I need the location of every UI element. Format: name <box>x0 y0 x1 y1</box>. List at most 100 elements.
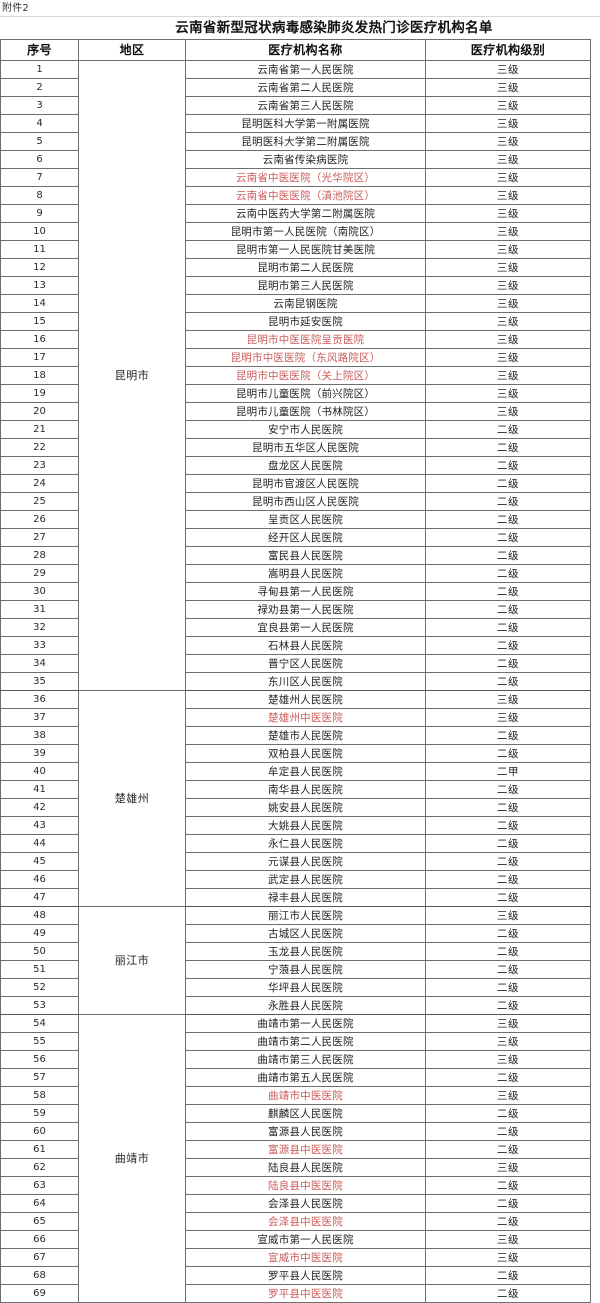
cell-region: 昆明市 <box>78 60 186 691</box>
cell-institution-name: 石林县人民医院 <box>185 636 426 655</box>
cell-institution-name: 昆明市第三人民医院 <box>185 276 426 295</box>
cell-institution-name: 昆明市中医医院（关上院区） <box>185 366 426 385</box>
cell-index: 7 <box>0 168 79 187</box>
cell-index: 32 <box>0 618 79 637</box>
cell-index: 9 <box>0 204 79 223</box>
table-row: 9 云南中医药大学第二附属医院 三级 <box>0 204 591 223</box>
cell-institution-level: 二级 <box>425 1122 591 1141</box>
cell-institution-name: 云南省传染病医院 <box>185 150 426 169</box>
cell-institution-name: 盘龙区人民医院 <box>185 456 426 475</box>
table-row: 20 昆明市儿童医院（书林院区） 三级 <box>0 402 591 421</box>
table-row: 34 晋宁区人民医院 二级 <box>0 654 591 673</box>
table-row: 24 昆明市官渡区人民医院 二级 <box>0 474 591 493</box>
cell-institution-name: 宣威市中医医院 <box>185 1248 426 1267</box>
cell-institution-name: 寻甸县第一人民医院 <box>185 582 426 601</box>
cell-institution-name: 会泽县人民医院 <box>185 1194 426 1213</box>
cell-index: 60 <box>0 1122 79 1141</box>
cell-institution-level: 二级 <box>425 582 591 601</box>
cell-institution-level: 二级 <box>425 1176 591 1195</box>
cell-index: 35 <box>0 672 79 691</box>
table-row: 29 嵩明县人民医院 二级 <box>0 564 591 583</box>
title-row: 云南省新型冠状病毒感染肺炎发热门诊医疗机构名单 <box>78 17 590 39</box>
table-row: 53 永胜县人民医院 二级 <box>0 996 591 1015</box>
cell-institution-level: 二级 <box>425 1266 591 1285</box>
table-row: 15 昆明市延安医院 三级 <box>0 312 591 331</box>
cell-institution-name: 禄劝县第一人民医院 <box>185 600 426 619</box>
table-row: 61 富源县中医医院 二级 <box>0 1140 591 1159</box>
cell-institution-name: 宜良县第一人民医院 <box>185 618 426 637</box>
cell-institution-name: 昆明市官渡区人民医院 <box>185 474 426 493</box>
cell-institution-name: 昆明医科大学第二附属医院 <box>185 132 426 151</box>
cell-institution-level: 三级 <box>425 132 591 151</box>
cell-institution-name: 昆明市五华区人民医院 <box>185 438 426 457</box>
cell-index: 19 <box>0 384 79 403</box>
cell-institution-name: 云南省中医医院（滇池院区） <box>185 186 426 205</box>
table-row: 11 昆明市第一人民医院甘美医院 三级 <box>0 240 591 259</box>
cell-index: 5 <box>0 132 79 151</box>
table-row: 56 曲靖市第三人民医院 三级 <box>0 1050 591 1069</box>
cell-index: 65 <box>0 1212 79 1231</box>
table-row: 58 曲靖市中医医院 三级 <box>0 1086 591 1105</box>
cell-institution-level: 二级 <box>425 1140 591 1159</box>
cell-index: 4 <box>0 114 79 133</box>
cell-institution-name: 昆明市第一人民医院（南院区） <box>185 222 426 241</box>
cell-index: 38 <box>0 726 79 745</box>
table-row: 1 昆明市 云南省第一人民医院 三级 <box>0 60 591 691</box>
table-row: 37 楚雄州中医医院 三级 <box>0 708 591 727</box>
cell-institution-level: 二级 <box>425 492 591 511</box>
cell-index: 54 <box>0 1014 79 1033</box>
cell-index: 11 <box>0 240 79 259</box>
table-row: 46 武定县人民医院 二级 <box>0 870 591 889</box>
table-row: 28 富民县人民医院 二级 <box>0 546 591 565</box>
table-row: 17 昆明市中医医院（东风路院区） 三级 <box>0 348 591 367</box>
cell-institution-name: 呈贡区人民医院 <box>185 510 426 529</box>
cell-institution-name: 昆明市中医医院（东风路院区） <box>185 348 426 367</box>
cell-index: 69 <box>0 1284 79 1303</box>
cell-institution-level: 二级 <box>425 1068 591 1087</box>
table-row: 3 云南省第三人民医院 三级 <box>0 96 591 115</box>
table-row: 12 昆明市第二人民医院 三级 <box>0 258 591 277</box>
cell-institution-name: 富民县人民医院 <box>185 546 426 565</box>
cell-institution-name: 麒麟区人民医院 <box>185 1104 426 1123</box>
cell-index: 52 <box>0 978 79 997</box>
table-body: 1 昆明市 云南省第一人民医院 三级 2 云南省第二人民医院 三级 3 云南省第三人民医院 三级 4… <box>0 60 591 1303</box>
cell-institution-level: 二级 <box>425 438 591 457</box>
cell-index: 23 <box>0 456 79 475</box>
cell-index: 41 <box>0 780 79 799</box>
cell-institution-name: 永仁县人民医院 <box>185 834 426 853</box>
table-row: 52 华坪县人民医院 二级 <box>0 978 591 997</box>
cell-institution-name: 会泽县中医医院 <box>185 1212 426 1231</box>
cell-index: 24 <box>0 474 79 493</box>
cell-institution-level: 三级 <box>425 96 591 115</box>
cell-institution-name: 丽江市人民医院 <box>185 906 426 925</box>
cell-index: 49 <box>0 924 79 943</box>
document-sheet: 云南省新型冠状病毒感染肺炎发热门诊医疗机构名单 序号 地区 医疗机构名称 医疗机… <box>0 17 600 1303</box>
table-row: 40 牟定县人民医院 二甲 <box>0 762 591 781</box>
cell-institution-level: 三级 <box>425 1158 591 1177</box>
cell-index: 34 <box>0 654 79 673</box>
cell-institution-name: 云南中医药大学第二附属医院 <box>185 204 426 223</box>
table-row: 42 姚安县人民医院 二级 <box>0 798 591 817</box>
cell-institution-level: 二级 <box>425 456 591 475</box>
cell-region: 曲靖市 <box>78 1014 186 1303</box>
cell-index: 64 <box>0 1194 79 1213</box>
cell-institution-name: 永胜县人民医院 <box>185 996 426 1015</box>
cell-institution-name: 武定县人民医院 <box>185 870 426 889</box>
cell-institution-name: 曲靖市第三人民医院 <box>185 1050 426 1069</box>
cell-region: 丽江市 <box>78 906 186 1015</box>
cell-institution-level: 二级 <box>425 978 591 997</box>
cell-institution-level: 二级 <box>425 510 591 529</box>
cell-index: 16 <box>0 330 79 349</box>
cell-institution-name: 昆明市儿童医院（前兴院区） <box>185 384 426 403</box>
cell-institution-name: 曲靖市第二人民医院 <box>185 1032 426 1051</box>
cell-institution-level: 二级 <box>425 672 591 691</box>
attachment-label: 附件2 <box>2 2 29 14</box>
cell-institution-level: 三级 <box>425 1230 591 1249</box>
cell-index: 46 <box>0 870 79 889</box>
table-row: 18 昆明市中医医院（关上院区） 三级 <box>0 366 591 385</box>
table-row: 47 禄丰县人民医院 二级 <box>0 888 591 907</box>
cell-institution-level: 三级 <box>425 276 591 295</box>
cell-institution-level: 二级 <box>425 1212 591 1231</box>
cell-institution-level: 三级 <box>425 222 591 241</box>
cell-institution-name: 经开区人民医院 <box>185 528 426 547</box>
